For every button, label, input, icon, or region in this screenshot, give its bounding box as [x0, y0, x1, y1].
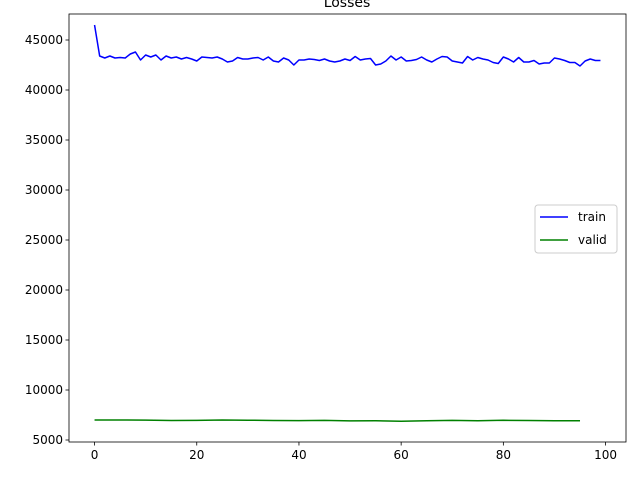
y-tick-label: 30000: [25, 183, 63, 197]
x-tick-label: 20: [189, 448, 204, 462]
series-line-train: [93, 24, 601, 67]
y-tick-label: 35000: [25, 133, 63, 147]
axes: 0 20 40 60 80 100 5000 10000 15000 20000 25000 3000…: [25, 13, 627, 462]
plot-area: [93, 24, 601, 422]
y-tick-label: 20000: [25, 283, 63, 297]
x-tick-label: 40: [291, 448, 306, 462]
legend-label-valid: valid: [578, 233, 607, 247]
y-tick-label: 5000: [32, 433, 63, 447]
series-line-valid: [94, 419, 581, 422]
y-tick-label: 25000: [25, 233, 63, 247]
x-tick-label: 80: [496, 448, 511, 462]
x-tick-label: 60: [394, 448, 409, 462]
axes-frame: [68, 13, 627, 443]
y-tick-label: 10000: [25, 383, 63, 397]
legend-label-train: train: [578, 210, 606, 224]
x-tick-label: 100: [594, 448, 617, 462]
y-tick-label: 45000: [25, 33, 63, 47]
chart-title: Losses: [324, 0, 371, 11]
legend: train valid: [534, 204, 618, 254]
x-tick-label: 0: [91, 448, 99, 462]
y-tick-label: 15000: [25, 333, 63, 347]
y-tick-label: 40000: [25, 83, 63, 97]
